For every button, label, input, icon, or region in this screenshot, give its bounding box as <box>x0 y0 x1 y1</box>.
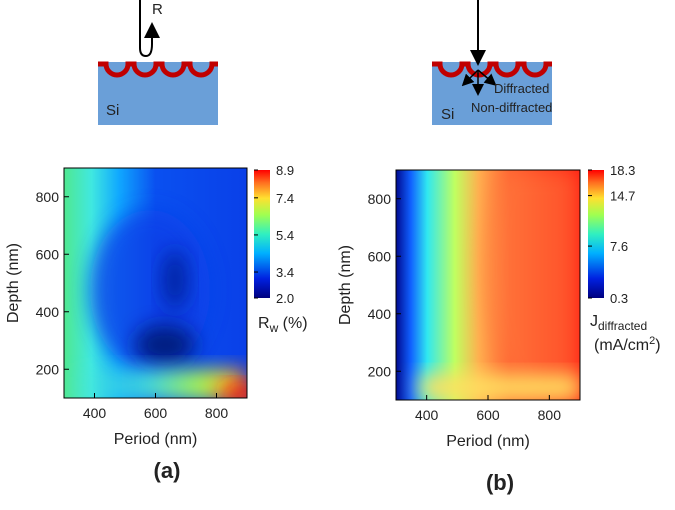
schematic-b: Diffracted Non-diffracted Si <box>432 0 552 125</box>
panel-label: (b) <box>486 470 514 495</box>
x-tick-label: 400 <box>415 407 439 423</box>
x-tick-label: 800 <box>205 405 229 421</box>
colorbar-a <box>254 170 270 298</box>
colorbar-tick-label: 7.4 <box>276 191 294 206</box>
y-axis-title: Depth (nm) <box>5 243 22 323</box>
x-tick-label: 800 <box>538 407 562 423</box>
x-axis-title: Period (nm) <box>114 431 198 448</box>
schematic-a: R Si <box>98 0 218 125</box>
y-tick-label: 400 <box>36 304 60 320</box>
colorbar-title: Rw (%) <box>258 315 308 335</box>
colorbar-tick-label: 18.3 <box>610 163 635 178</box>
contour-field-b <box>396 170 580 400</box>
colorbar-tick-label: 0.3 <box>610 291 628 306</box>
y-tick-label: 200 <box>36 361 60 377</box>
colorbar-unit-close: ) <box>655 337 660 354</box>
x-tick-label: 600 <box>144 405 168 421</box>
substrate-label: Si <box>441 106 454 123</box>
y-tick-label: 800 <box>36 189 60 205</box>
colorbar-tick-label: 5.4 <box>276 228 294 243</box>
y-axis-title: Depth (nm) <box>337 245 354 325</box>
diffracted-label: Diffracted <box>494 81 549 96</box>
colorbar-title: Jdiffracted <box>590 313 647 333</box>
y-tick-label: 200 <box>368 363 392 379</box>
y-tick-label: 400 <box>368 306 392 322</box>
substrate-label: Si <box>106 102 119 119</box>
colorbar-title-sub: w <box>269 321 279 335</box>
non-diffracted-label: Non-diffracted <box>471 100 552 115</box>
colorbar-tick-label: 2.0 <box>276 291 294 306</box>
x-tick-label: 600 <box>476 407 500 423</box>
colorbar-title-sub: diffracted <box>598 319 647 333</box>
x-axis-title: Period (nm) <box>446 433 530 450</box>
colorbar-tick-label: 8.9 <box>276 163 294 178</box>
colorbar-tick-label: 14.7 <box>610 189 635 204</box>
y-tick-label: 800 <box>368 191 392 207</box>
beam-label: R <box>152 1 163 18</box>
colorbar-unit: (mA/cm <box>594 337 649 354</box>
panel-label: (a) <box>154 458 181 483</box>
colorbar-title-unit: (mA/cm2) <box>594 335 661 354</box>
colorbar-title-main: J <box>590 313 598 330</box>
colorbar-title-main: R <box>258 315 270 332</box>
colorbar-tick-label: 7.6 <box>610 239 628 254</box>
contour-field-a <box>64 168 247 398</box>
colorbar-title-unit: (%) <box>278 315 307 332</box>
colorbar-tick-label: 3.4 <box>276 265 294 280</box>
y-tick-label: 600 <box>36 246 60 262</box>
colorbar-b <box>588 170 604 298</box>
y-tick-label: 600 <box>368 248 392 264</box>
colorbar-unit-sup: 2 <box>649 335 655 347</box>
x-tick-label: 400 <box>83 405 107 421</box>
